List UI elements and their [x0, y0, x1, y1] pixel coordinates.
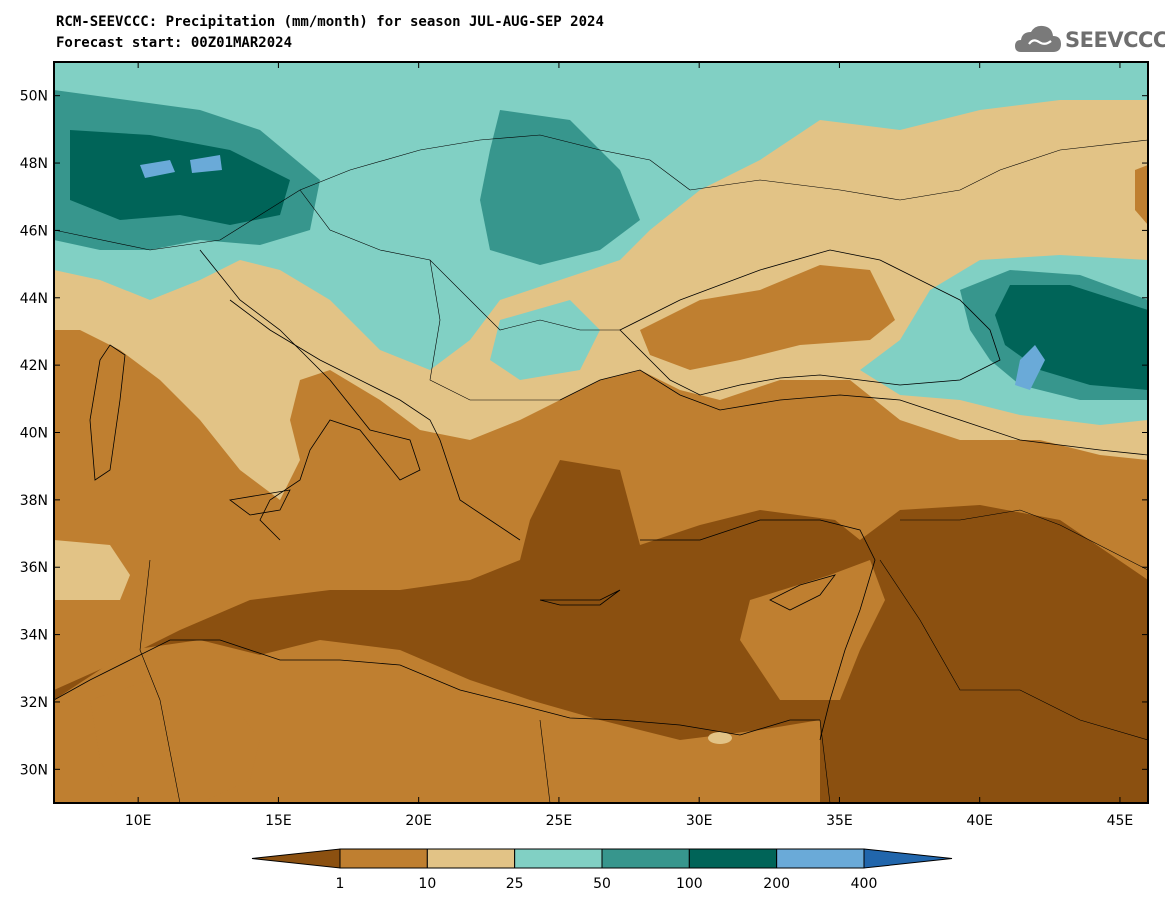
precip-band-tan-africa: [54, 540, 130, 600]
lon-tick-label: 15E: [265, 813, 292, 829]
lat-tick-label: 36N: [20, 560, 48, 576]
colorbar-swatch: [426, 848, 516, 869]
precip-band-tan-spot: [708, 732, 732, 744]
lat-tick-label: 48N: [20, 156, 48, 172]
colorbar-swatch: [514, 848, 603, 869]
colorbar-label: 400: [851, 876, 878, 892]
colorbar-swatch: [688, 848, 778, 869]
lat-tick-label: 46N: [20, 223, 48, 239]
latitude-axis: 30N 32N 34N 36N 38N 40N 42N 44N 46N 48N 50N: [20, 89, 1148, 778]
chart-title-line2: Forecast start: 00Z01MAR2024: [56, 35, 293, 51]
colorbar: 1 10 25 50 100 200 400: [251, 848, 953, 892]
cloud-icon: [1015, 25, 1061, 52]
colorbar-label: 25: [506, 876, 524, 892]
lat-tick-label: 32N: [20, 695, 48, 711]
lon-tick-label: 10E: [125, 813, 152, 829]
lat-tick-label: 30N: [20, 762, 48, 778]
coastlines: [54, 249, 1148, 741]
colorbar-label: 200: [763, 876, 790, 892]
precip-band-medium-brown-levant: [740, 560, 885, 700]
colorbar-swatch: [339, 848, 428, 869]
country-borders: [54, 134, 1148, 803]
precip-band-medium-brown-africa: [90, 680, 260, 803]
colorbar-swatch: [776, 848, 865, 869]
precip-band-blacksea-brown: [640, 265, 895, 370]
precip-band-teal-carpathians: [480, 110, 640, 265]
lon-tick-label: 30E: [686, 813, 713, 829]
lon-tick-label: 40E: [966, 813, 993, 829]
colorbar-label: 50: [593, 876, 611, 892]
seevccc-logo: SEEVCCC: [1015, 22, 1165, 58]
precip-band-dark-teal: [70, 130, 290, 225]
lon-tick-label: 25E: [546, 813, 573, 829]
colorbar-label: 100: [676, 876, 703, 892]
longitude-axis: 10E 15E 20E 25E 30E 35E 40E 45E: [125, 62, 1133, 829]
lat-tick-label: 40N: [20, 426, 48, 442]
colorbar-lower-extension: [251, 848, 341, 869]
lon-tick-label: 45E: [1107, 813, 1134, 829]
lon-tick-label: 35E: [826, 813, 853, 829]
colorbar-label: 10: [418, 876, 436, 892]
chart-title-line1: RCM-SEEVCCC: Precipitation (mm/month) fo…: [56, 14, 604, 30]
precip-band-blue-alps: [140, 160, 175, 178]
precip-band-blue-alps-2: [190, 155, 222, 173]
colorbar-swatch: [601, 848, 690, 869]
lat-tick-label: 44N: [20, 291, 48, 307]
lat-tick-label: 42N: [20, 358, 48, 374]
logo-text: SEEVCCC: [1065, 28, 1165, 52]
lat-tick-label: 50N: [20, 89, 48, 105]
precip-band-light-teal-balkan: [490, 300, 600, 380]
lat-tick-label: 38N: [20, 493, 48, 509]
colorbar-upper-extension: [863, 848, 953, 869]
precip-band-eastern-brown: [1135, 165, 1148, 225]
precip-band-blue-caucasus: [1015, 345, 1045, 390]
colorbar-label: 1: [336, 876, 345, 892]
lat-tick-label: 34N: [20, 628, 48, 644]
lon-tick-label: 20E: [405, 813, 432, 829]
